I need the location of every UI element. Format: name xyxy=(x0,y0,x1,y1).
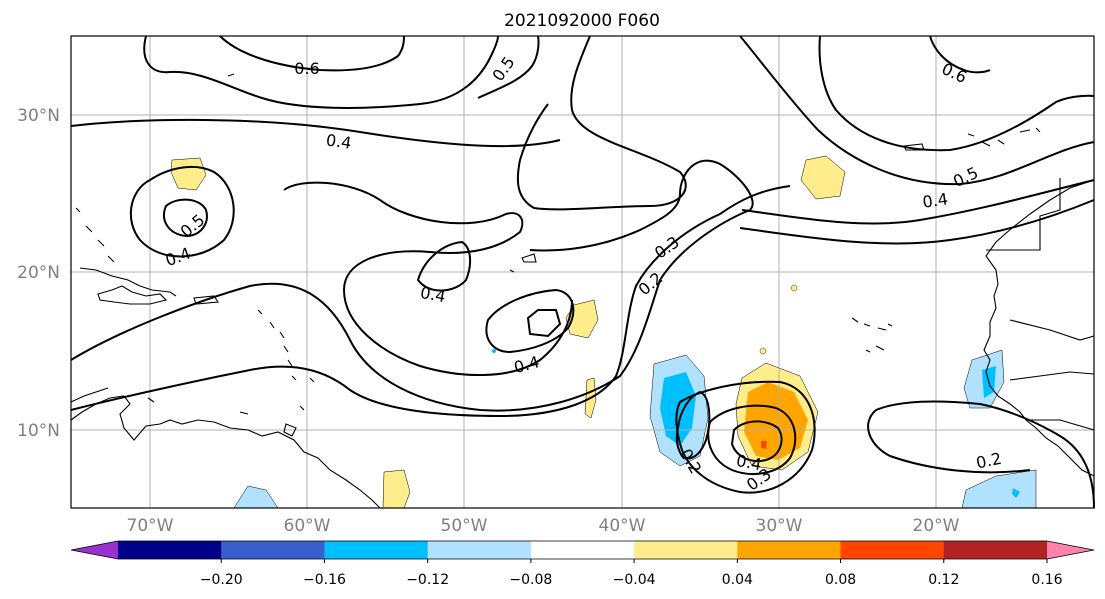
colorbar-segment xyxy=(840,541,945,559)
contour-0.4-inner-loop xyxy=(485,288,575,354)
shade-yellow-south xyxy=(382,469,411,509)
colorbar-segment xyxy=(634,541,738,559)
contour-label-0.4-anomaly: 0.4 xyxy=(735,451,763,474)
coast-trinidad xyxy=(283,423,297,437)
coast-puerto-rico xyxy=(193,295,219,305)
contour-anomaly-inner xyxy=(730,420,783,462)
colorbar-ticks: −0.20 −0.16 −0.12 −0.08 −0.04 0.04 0.08 0.12 0.1… xyxy=(200,559,1063,588)
shade-blue-southeast-dot xyxy=(1012,488,1020,498)
plot-title: 2021092000 F060 xyxy=(504,11,660,31)
lon-label-30w: 30°W xyxy=(756,516,803,536)
map-panel: 0.6 0.5 0.4 0.6 0.5 0.4 0.5 0.4 0.4 0.4 … xyxy=(70,35,1095,509)
coast-africa-borders xyxy=(986,178,1095,431)
colorbar-tick-label: −0.04 xyxy=(613,572,656,588)
coast-bahamas xyxy=(75,207,115,263)
colorbar-outline xyxy=(70,540,1095,560)
contour-anomaly-west xyxy=(675,390,711,460)
coast-antilles xyxy=(239,309,315,415)
contour-0.5-west-loop xyxy=(163,198,208,238)
lon-label-70w: 70°W xyxy=(127,516,174,536)
coastlines xyxy=(70,73,1095,509)
colorbar-segment xyxy=(943,541,1048,559)
colorbar-segment xyxy=(221,541,325,559)
colorbar-tick-label: 0.08 xyxy=(825,572,856,588)
colorbar-tick-label: −0.08 xyxy=(509,572,552,588)
contour-label-0.4-ne: 0.4 xyxy=(921,189,949,211)
contour-0.4-mid-loop xyxy=(283,181,573,376)
contour-0.4-inner-small xyxy=(416,240,472,292)
coast-west-africa xyxy=(983,179,1095,477)
colorbar-tick-label: −0.12 xyxy=(406,572,449,588)
colorbar-tick-label: −0.16 xyxy=(303,572,346,588)
shade-red-dot xyxy=(761,441,767,449)
colorbar-segment xyxy=(737,541,842,559)
lat-label-20n: 20°N xyxy=(17,263,60,283)
colorbar-tick-label: 0.12 xyxy=(928,572,959,588)
contour-0.6-northeast xyxy=(929,35,991,74)
colorbar-segments xyxy=(70,540,1095,560)
contour-0.3-main xyxy=(70,185,791,418)
shade-blue-tiny xyxy=(492,349,496,353)
colorbar-tick-label: −0.20 xyxy=(200,572,243,588)
contour-0.4-east xyxy=(739,179,1095,245)
contour-0.4-west-loop xyxy=(130,165,235,258)
coast-cape-verde xyxy=(851,317,893,353)
colorbar-segment xyxy=(530,541,635,559)
contour-0.6-top xyxy=(219,35,405,72)
colorbar-tick-label: 0.16 xyxy=(1031,572,1062,588)
shade-yellow-east xyxy=(800,155,846,200)
contour-0.2-east-loop xyxy=(867,400,1095,509)
shade-yellow-dot-1 xyxy=(790,284,798,292)
lon-label-40w: 40°W xyxy=(599,516,646,536)
colorbar-extend-max xyxy=(1047,541,1094,559)
contour-label-0.2-east: 0.2 xyxy=(974,449,1003,473)
contour-label-0.4-north: 0.4 xyxy=(325,130,353,152)
colorbar-extend-min xyxy=(71,541,118,559)
contour-0.4-main xyxy=(70,159,754,412)
contour-0.6-northwest xyxy=(143,35,499,109)
contour-anomaly-mid xyxy=(707,404,797,475)
contour-0.4-north xyxy=(70,118,561,148)
lon-label-50w: 50°W xyxy=(441,516,488,536)
coast-small-islands xyxy=(147,73,537,403)
contour-0.5-center xyxy=(477,35,687,211)
coast-cuba xyxy=(79,267,177,297)
longitude-labels: 70°W 60°W 50°W 40°W 30°W 20°W xyxy=(127,516,960,536)
colorbar: −0.20 −0.16 −0.12 −0.08 −0.04 0.04 0.08 0.12 0.1… xyxy=(70,540,1095,588)
lon-label-60w: 60°W xyxy=(284,516,331,536)
lon-label-20w: 20°W xyxy=(913,516,960,536)
colorbar-segment xyxy=(324,541,429,559)
shade-yellow-west-atlantic xyxy=(170,157,207,191)
lat-label-10n: 10°N xyxy=(17,421,60,441)
coast-caribbean-south-america xyxy=(70,395,381,509)
lat-label-30n: 30°N xyxy=(17,106,60,126)
colorbar-segment xyxy=(427,541,532,559)
contour-label-0.6-nw: 0.6 xyxy=(294,59,319,78)
colorbar-segment xyxy=(118,541,222,559)
shade-yellow-dot-2 xyxy=(759,347,767,355)
contour-0.5-inner-loop xyxy=(526,309,562,338)
contour-label-0.4-mid: 0.4 xyxy=(419,283,447,306)
coast-central-america xyxy=(70,387,109,403)
shade-orange-large xyxy=(744,382,808,460)
colorbar-tick-label: 0.04 xyxy=(722,572,753,588)
coast-hispaniola xyxy=(97,285,168,305)
map-frame xyxy=(70,35,1095,509)
latitude-labels: 30°N 20°N 10°N xyxy=(17,106,60,441)
contour-0.5-east xyxy=(739,35,1095,186)
contour-lines xyxy=(70,35,1095,509)
contour-anomaly-outer xyxy=(675,380,816,494)
shade-lightblue-southeast xyxy=(961,469,1037,509)
